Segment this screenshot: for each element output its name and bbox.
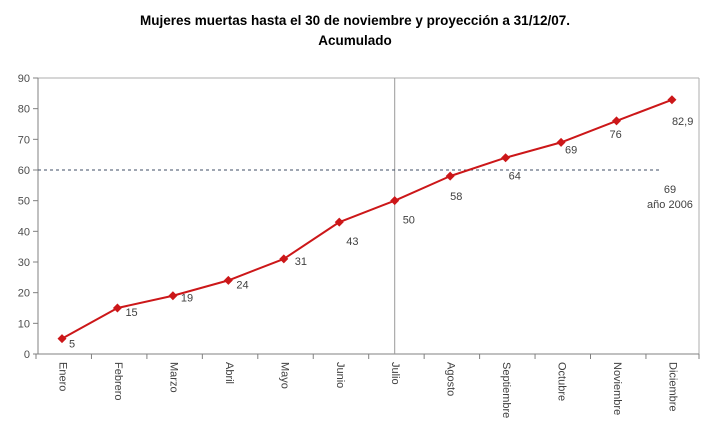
data-point-label: 31 [295,256,307,268]
x-axis-month-label: Diciembre [666,362,678,412]
chart-title-line2: Acumulado [318,33,392,48]
data-point-marker [501,153,511,163]
data-point-marker [612,116,621,126]
data-point-marker [445,171,455,181]
data-point-label: 50 [403,215,415,227]
data-point-marker [112,303,122,313]
x-axis-month-label: Abril [223,362,235,384]
x-axis-month-label: Marzo [167,362,179,393]
data-point-label: 64 [509,171,521,183]
x-axis-month-label: Julio [389,362,401,385]
data-point-label: 43 [346,236,358,248]
y-axis-tick-label: 0 [24,349,30,361]
y-axis-tick-label: 70 [18,134,30,146]
data-point-label: 5 [69,339,75,351]
x-axis-month-label: Enero [57,362,69,391]
x-axis-month-label: Mayo [278,362,290,389]
data-point-marker [223,275,233,285]
data-point-marker [390,196,400,206]
data-point-marker [57,334,67,344]
y-axis-tick-label: 90 [18,73,30,85]
data-point-label: 76 [610,129,622,141]
x-axis-month-label: Febrero [112,362,124,401]
data-series-line [61,98,673,340]
chart-title: Mujeres muertas hasta el 30 de noviembre… [0,11,710,51]
y-axis-tick-label: 60 [18,165,30,177]
data-point-label: 82,9 [672,116,693,128]
y-axis-tick-label: 40 [18,226,30,238]
data-point-marker [168,291,178,301]
x-axis-month-label: Noviembre [611,362,623,415]
data-point-label: 69 [565,144,577,156]
chart-title-line1: Mujeres muertas hasta el 30 de noviembre… [140,13,570,28]
y-axis-tick-label: 50 [18,196,30,208]
data-point-label: 24 [236,279,248,291]
y-axis-tick-label: 80 [18,104,30,116]
data-point-label: 15 [125,307,137,319]
y-axis-tick-label: 20 [18,288,30,300]
reference-line-label-year: año 2006 [647,199,693,211]
data-point-label: 58 [450,191,462,203]
x-axis-month-label: Septiembre [500,362,512,418]
y-axis-tick-label: 30 [18,257,30,269]
x-axis-month-label: Octubre [556,362,568,401]
data-point-marker [667,95,677,105]
data-point-marker [334,217,344,227]
data-point-marker [279,254,289,264]
x-axis-month-label: Junio [334,362,346,388]
reference-line-label-value: 69 [664,184,676,196]
y-axis-tick-label: 10 [18,318,30,330]
x-axis-month-label: Agosto [445,362,457,396]
data-point-marker [556,137,566,147]
data-point-label: 19 [181,293,193,305]
